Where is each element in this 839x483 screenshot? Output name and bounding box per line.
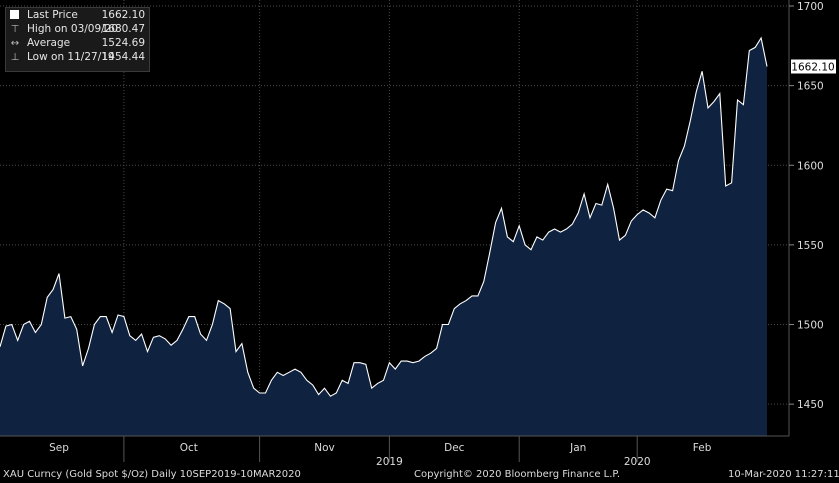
legend-value: 1680.47: [101, 23, 145, 35]
y-tick-label: 1500: [797, 320, 824, 332]
legend-item-low: ⊥ Low on 11/27/19 1454.44: [6, 50, 149, 64]
legend-label: Last Price: [27, 9, 78, 21]
high-marker-icon: ⊤: [10, 24, 20, 35]
footer-timestamp: 10-Mar-2020 11:27:11: [728, 469, 839, 480]
legend-item-high: ⊤ High on 03/09/20 1680.47: [6, 22, 149, 36]
white-square-icon: [10, 10, 19, 19]
y-tick-label: 1450: [797, 399, 824, 411]
legend-label: Average: [27, 37, 71, 49]
footer-security-info: XAU Curncy (Gold Spot $/Oz) Daily 10SEP2…: [3, 469, 301, 480]
legend-value: 1662.10: [101, 9, 145, 21]
x-axis: Sep Oct Nov Dec Jan Feb 2019 2020: [49, 436, 712, 468]
x-month-label: Sep: [49, 442, 69, 454]
price-area: [0, 37, 767, 437]
last-price-tag: 1662.10: [791, 59, 836, 74]
x-month-label: Feb: [693, 442, 712, 454]
average-line-icon: ↔: [10, 38, 20, 49]
x-year-label: 2020: [624, 456, 651, 468]
x-month-label: Dec: [444, 442, 465, 454]
legend-value: 1524.69: [101, 37, 145, 49]
y-tick-label: 1650: [797, 81, 824, 93]
y-tick-label: 1550: [797, 240, 824, 252]
low-marker-icon: ⊥: [10, 52, 20, 63]
legend-item-last-price: Last Price 1662.10: [6, 8, 149, 22]
footer-copyright: Copyright© 2020 Bloomberg Finance L.P.: [414, 469, 621, 480]
x-month-label: Oct: [180, 442, 198, 454]
x-month-label: Jan: [569, 442, 586, 454]
y-axis: 1450 1500 1550 1600 1650 1700: [789, 1, 824, 411]
legend-item-average: ↔ Average 1524.69: [6, 36, 149, 50]
last-price-tag-value: 1662.10: [791, 62, 834, 74]
price-line: [0, 36, 768, 397]
y-tick-label: 1600: [797, 160, 824, 172]
legend-label: High on 03/09/20: [27, 23, 119, 35]
last-price-tag-box: [791, 59, 836, 74]
x-year-label: 2019: [376, 456, 403, 468]
y-tick-label: 1700: [797, 1, 824, 13]
legend-value: 1454.44: [101, 51, 145, 63]
x-month-label: Nov: [314, 442, 335, 454]
legend-label: Low on 11/27/19: [27, 51, 115, 63]
legend-box: Last Price 1662.10 ⊤ High on 03/09/20 16…: [5, 7, 150, 72]
